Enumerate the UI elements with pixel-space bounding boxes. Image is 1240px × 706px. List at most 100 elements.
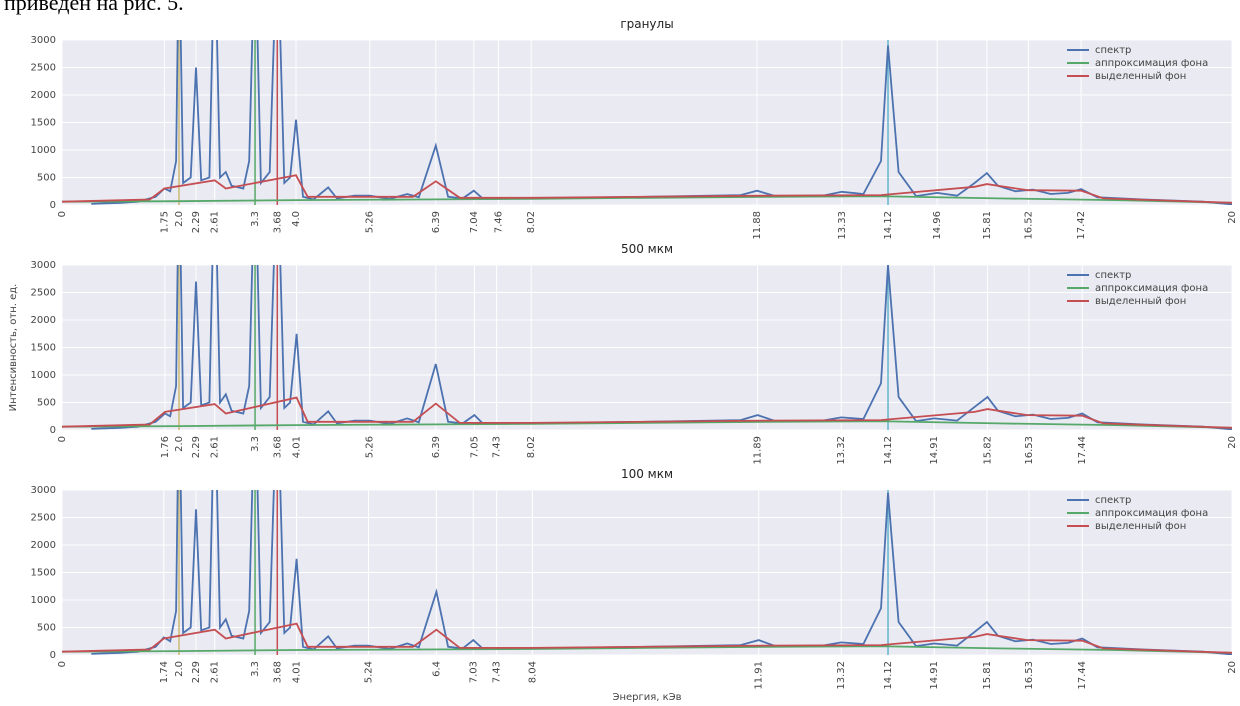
x-tick-label: 8.02	[526, 436, 537, 458]
legend-label: аппроксимация фона	[1095, 283, 1208, 294]
x-tick-label: 8.04	[527, 661, 538, 683]
caption: приведен на рис. 5.	[4, 0, 184, 15]
y-tick-label: 0	[50, 650, 56, 661]
x-tick-label: 14.91	[929, 436, 940, 465]
y-tick-label: 3000	[31, 260, 56, 271]
x-tick-label: 2.61	[210, 211, 221, 233]
y-tick-label: 500	[37, 398, 56, 409]
x-tick-label: 2.29	[191, 661, 202, 683]
x-tick-label: 4.0	[291, 211, 302, 227]
x-tick-label: 0	[57, 436, 68, 442]
x-tick-label: 1.74	[159, 661, 170, 683]
y-tick-label: 0	[50, 425, 56, 436]
x-tick-label: 7.43	[492, 661, 503, 683]
x-tick-label: 13.33	[837, 211, 848, 240]
series-line	[62, 645, 1232, 654]
panel-title: 100 мкм	[621, 467, 673, 481]
panel-title: 500 мкм	[621, 242, 673, 256]
x-tick-label: 15.81	[982, 211, 993, 240]
x-tick-label: 16.52	[1023, 211, 1034, 240]
x-tick-label: 6.4	[431, 661, 442, 677]
x-tick-label: 14.91	[929, 661, 940, 690]
x-tick-label: 2.0	[174, 211, 185, 227]
x-tick-label: 13.32	[836, 436, 847, 465]
x-tick-label: 3.3	[250, 436, 261, 452]
series-line	[62, 622, 1232, 654]
x-tick-label: 7.05	[469, 436, 480, 458]
x-tick-label: 13.32	[836, 661, 847, 690]
x-tick-label: 2.0	[174, 436, 185, 452]
legend-label: спектр	[1095, 495, 1131, 506]
x-tick-label: 2.29	[191, 436, 202, 458]
x-tick-label: 4.01	[292, 436, 303, 458]
x-tick-label: 11.91	[754, 661, 765, 690]
x-tick-label: 5.24	[364, 661, 375, 683]
x-tick-label: 1.76	[160, 436, 171, 458]
y-tick-label: 2500	[31, 513, 56, 524]
x-tick-label: 0	[57, 661, 68, 667]
y-tick-label: 0	[50, 200, 56, 211]
y-tick-label: 2000	[31, 315, 56, 326]
x-tick-label: 3.68	[272, 436, 283, 458]
legend-label: выделенный фон	[1095, 296, 1186, 307]
plot	[62, 40, 1232, 205]
x-tick-label: 3.68	[272, 661, 283, 683]
x-tick-label: 2.61	[210, 661, 221, 683]
y-tick-label: 500	[37, 173, 56, 184]
x-tick-label: 17.42	[1076, 211, 1087, 240]
x-tick-label: 7.43	[492, 436, 503, 458]
y-tick-label: 1500	[31, 568, 56, 579]
y-tick-label: 3000	[31, 485, 56, 496]
x-tick-label: 4.01	[292, 661, 303, 683]
x-tick-label: 2.0	[174, 661, 185, 677]
y-tick-label: 1000	[31, 370, 56, 381]
x-tick-label: 16.53	[1024, 436, 1035, 465]
x-tick-label: 3.3	[250, 211, 261, 227]
y-tick-label: 2500	[31, 288, 56, 299]
panel-title: гранулы	[620, 17, 673, 31]
y-tick-label: 1000	[31, 145, 56, 156]
legend-label: спектр	[1095, 45, 1131, 56]
series-line	[62, 195, 1232, 204]
y-tick-label: 1000	[31, 595, 56, 606]
x-tick-label: 1.75	[159, 211, 170, 233]
series-line	[62, 420, 1232, 429]
y-tick-label: 500	[37, 623, 56, 634]
x-tick-label: 6.39	[431, 211, 442, 233]
series-line	[62, 396, 1232, 429]
x-tick-label: 17.44	[1077, 661, 1088, 690]
legend-label: выделенный фон	[1095, 71, 1186, 82]
x-tick-label: 20	[1227, 661, 1238, 674]
plot	[62, 265, 1232, 430]
x-tick-label: 8.02	[526, 211, 537, 233]
x-tick-label: 2.61	[210, 436, 221, 458]
y-tick-label: 2000	[31, 90, 56, 101]
x-tick-label: 20	[1227, 436, 1238, 449]
x-tick-label: 2.29	[191, 211, 202, 233]
x-tick-label: 7.03	[468, 661, 479, 683]
x-tick-label: 17.44	[1077, 436, 1088, 465]
x-tick-label: 3.3	[250, 661, 261, 677]
x-tick-label: 11.88	[752, 211, 763, 240]
x-tick-label: 14.12	[883, 436, 894, 465]
legend-label: выделенный фон	[1095, 521, 1186, 532]
y-tick-label: 3000	[31, 35, 56, 46]
y-tick-label: 2000	[31, 540, 56, 551]
x-tick-label: 11.89	[753, 436, 764, 465]
x-tick-label: 7.04	[469, 211, 480, 233]
legend-label: аппроксимация фона	[1095, 58, 1208, 69]
x-tick-label: 14.96	[932, 211, 943, 240]
x-tick-label: 5.26	[365, 436, 376, 458]
x-tick-label: 15.81	[982, 661, 993, 690]
x-axis-label: Энергия, кЭв	[612, 692, 681, 703]
x-tick-label: 6.39	[431, 436, 442, 458]
y-axis-label: Интенсивность, отн. ед.	[8, 284, 19, 412]
x-tick-label: 5.26	[365, 211, 376, 233]
x-tick-label: 0	[57, 211, 68, 217]
x-tick-label: 16.53	[1024, 661, 1035, 690]
plot	[62, 490, 1232, 655]
y-tick-label: 2500	[31, 63, 56, 74]
x-tick-label: 20	[1227, 211, 1238, 224]
